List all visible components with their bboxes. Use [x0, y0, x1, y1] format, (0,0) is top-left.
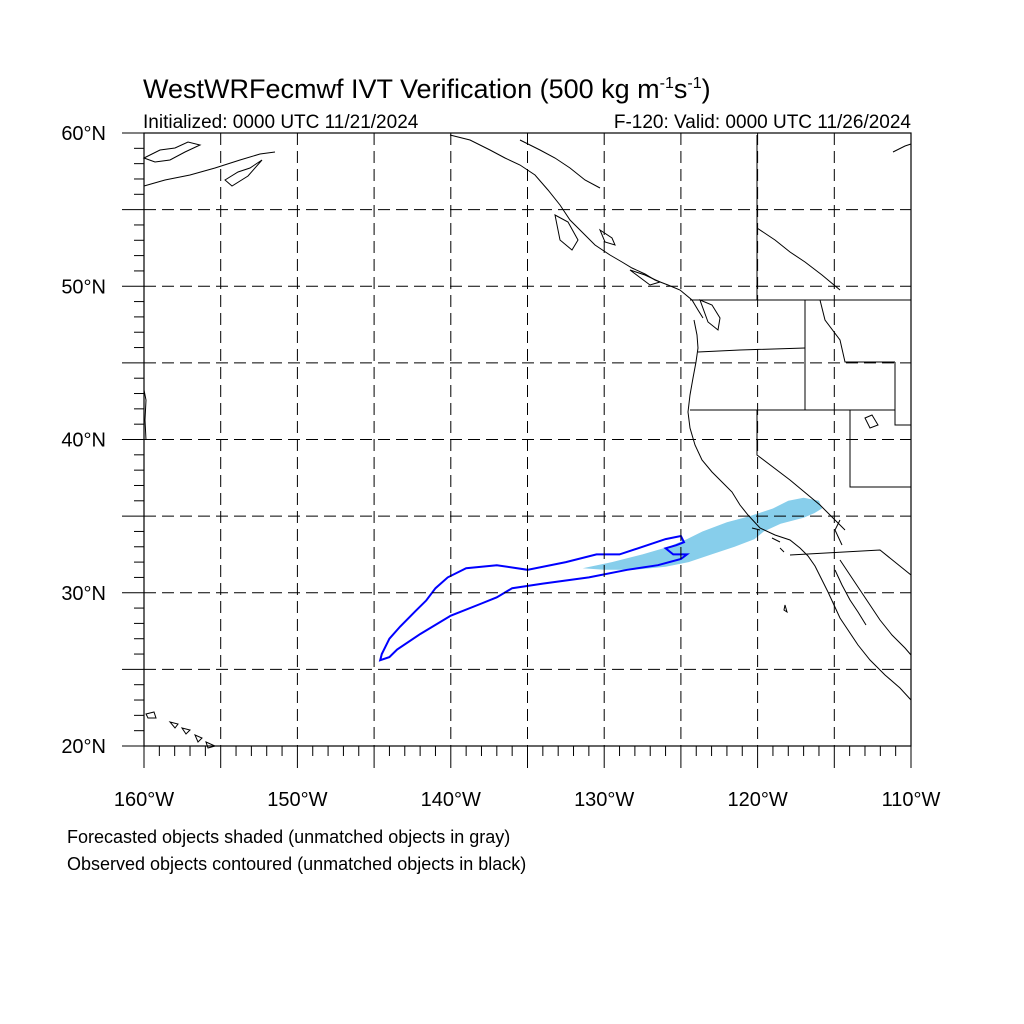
footer-observed-note: Observed objects contoured (unmatched ob… [67, 854, 526, 874]
lat-label: 20°N [61, 736, 106, 758]
lon-label: 160°W [114, 789, 174, 811]
lat-label: 50°N [61, 276, 106, 298]
lon-label: 140°W [421, 789, 481, 811]
longitude-labels: 160°W 150°W 140°W 130°W 120°W 110°W [114, 789, 941, 811]
lat-lon-grid [144, 133, 911, 746]
lon-label: 150°W [267, 789, 327, 811]
coastlines [142, 134, 912, 749]
lat-label: 40°N [61, 430, 106, 452]
lat-label: 60°N [61, 123, 106, 145]
footer-forecast-note: Forecasted objects shaded (unmatched obj… [67, 827, 510, 847]
lon-label: 110°W [882, 789, 941, 811]
initialized-time: Initialized: 0000 UTC 11/21/2024 [143, 112, 419, 133]
map-plot-area [122, 132, 912, 768]
map-title: WestWRFecmwf IVT Verification (500 kg m-… [143, 74, 711, 104]
lon-label: 120°W [727, 789, 787, 811]
map-frame [143, 132, 912, 747]
observed-object-contour [378, 534, 690, 662]
latitude-labels: 60°N 50°N 40°N 30°N 20°N [61, 123, 106, 758]
valid-time: F-120: Valid: 0000 UTC 11/26/2024 [614, 112, 912, 133]
forecast-object-shaded [582, 497, 822, 570]
lat-label: 30°N [61, 583, 106, 605]
axis-ticks [122, 132, 912, 768]
lon-label: 130°W [574, 789, 634, 811]
